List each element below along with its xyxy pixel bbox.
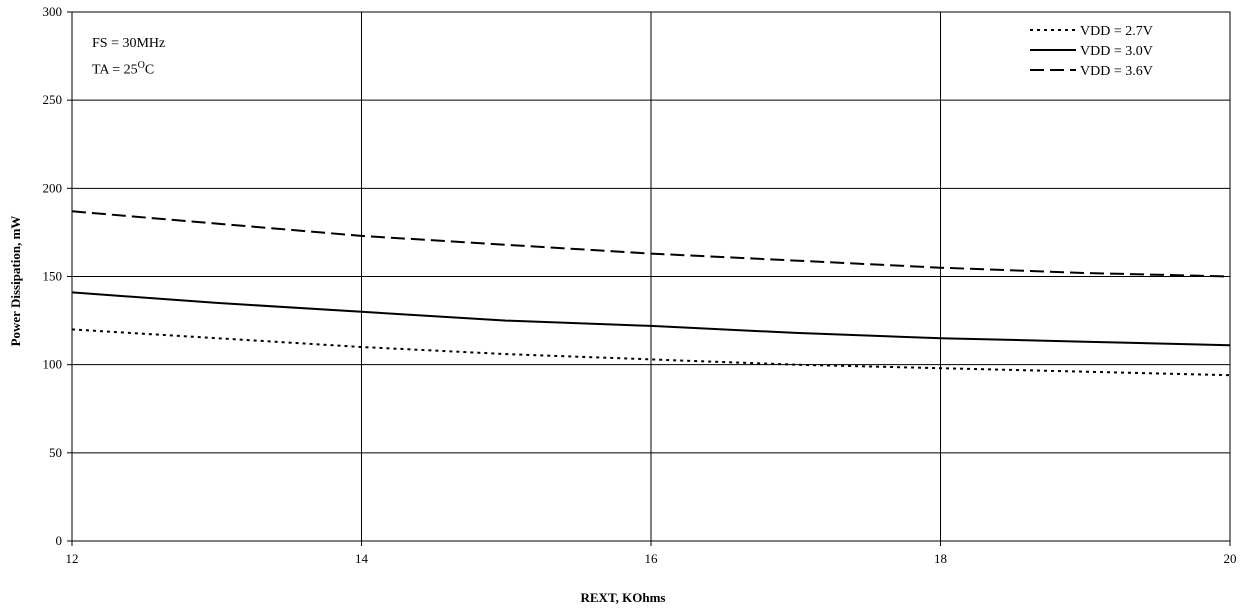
- x-axis-label: REXT, KOhms: [580, 590, 666, 605]
- x-axis: 12 14 16 18 20: [66, 541, 1237, 566]
- y-tick-label: 0: [56, 533, 63, 548]
- x-tick-label: 16: [645, 551, 659, 566]
- y-tick-label: 300: [43, 4, 63, 19]
- y-tick-label: 150: [43, 269, 63, 284]
- series-lines: [71, 210, 1231, 377]
- fs-annotation: FS = 30MHz: [92, 36, 165, 52]
- series-line-3: [71, 210, 1231, 278]
- grid-lines: [71, 11, 1231, 542]
- y-axis: 0 50 100 150 200 250 300: [43, 4, 72, 548]
- legend-label-3: VDD = 3.6V: [1080, 64, 1153, 79]
- series-line-2: [71, 291, 1231, 347]
- x-tick-label: 14: [355, 551, 369, 566]
- x-tick-label: 18: [934, 551, 947, 566]
- legend-label-2: VDD = 3.0V: [1080, 44, 1153, 59]
- y-tick-label: 50: [49, 445, 62, 460]
- y-tick-label: 200: [43, 180, 63, 195]
- legend: VDD = 2.7V VDD = 3.0V VDD = 3.6V: [1030, 24, 1153, 79]
- legend-label-1: VDD = 2.7V: [1080, 24, 1153, 39]
- x-tick-label: 20: [1224, 551, 1237, 566]
- y-tick-label: 100: [43, 357, 63, 372]
- x-tick-label: 12: [66, 551, 79, 566]
- y-tick-label: 250: [43, 92, 63, 107]
- series-line-1: [71, 328, 1231, 377]
- ta-unit: C: [144, 62, 155, 78]
- ta-degree: O: [137, 60, 145, 71]
- fs-text: FS = 30MHz: [92, 36, 166, 51]
- ta-annotation: TA = 25OC: [92, 60, 154, 79]
- y-axis-label: Power Dissipation, mW: [8, 215, 23, 347]
- plot-frame: [71, 11, 1231, 542]
- ta-text: TA = 25: [92, 62, 138, 78]
